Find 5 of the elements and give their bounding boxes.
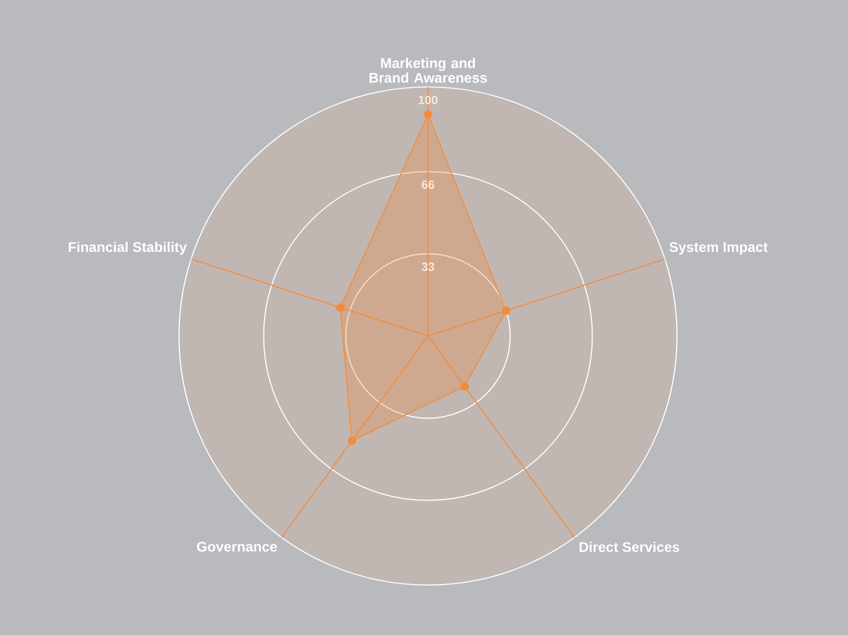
spoke-label: Financial Stability bbox=[68, 242, 187, 255]
spoke-label: Governance bbox=[197, 542, 277, 552]
spoke-label: Direct Services bbox=[580, 542, 680, 552]
spoke-label: Marketing and Brand Awareness bbox=[370, 58, 487, 83]
spoke-label: System Impact bbox=[669, 242, 768, 255]
